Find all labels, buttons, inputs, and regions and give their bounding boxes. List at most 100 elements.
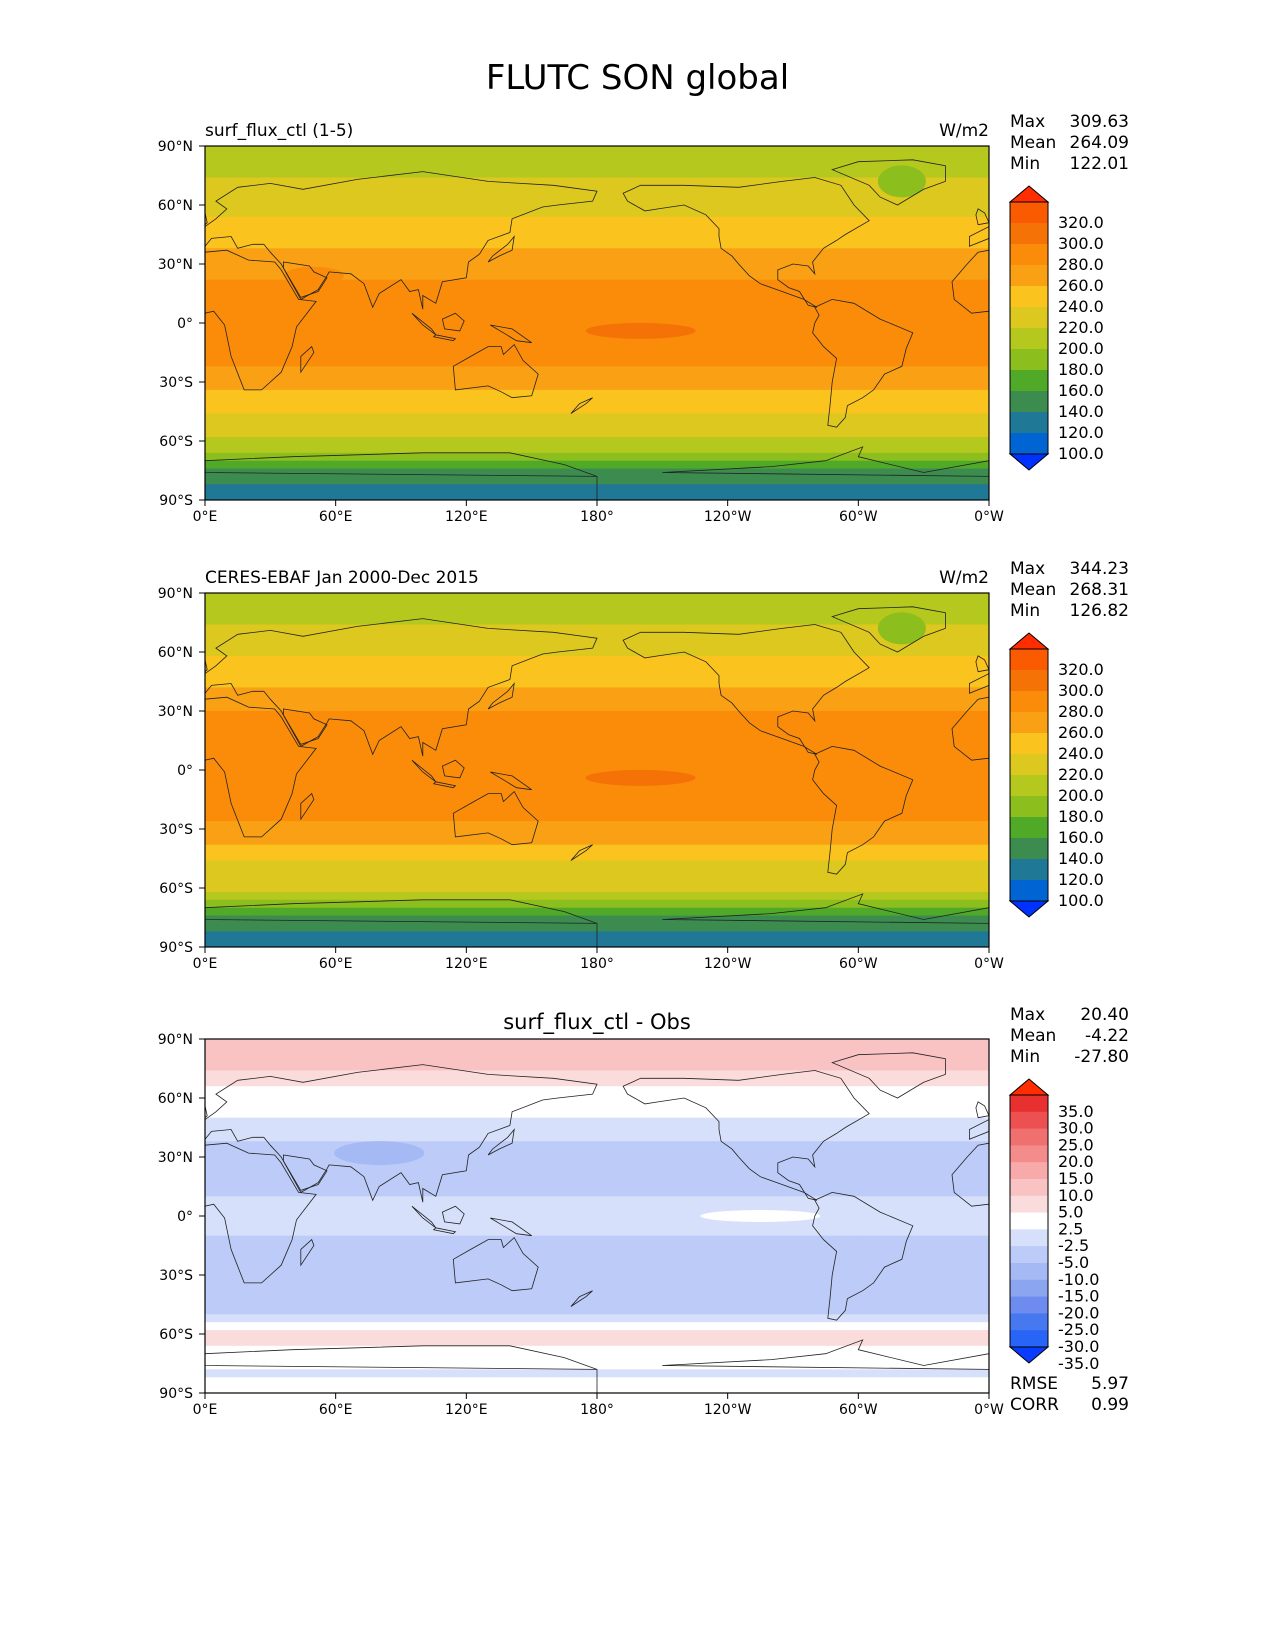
colorbar-label: 140.0 bbox=[1058, 849, 1104, 868]
coastlines-2 bbox=[205, 1052, 989, 1393]
stat-label-corr: CORR bbox=[1010, 1395, 1059, 1415]
field-band bbox=[205, 389, 989, 399]
x-tick-label: 120°W bbox=[704, 956, 752, 972]
land-outline-6 bbox=[452, 790, 539, 846]
colorbar-segment bbox=[1010, 286, 1048, 308]
colorbar-segment bbox=[1010, 244, 1048, 266]
field-band bbox=[205, 1251, 989, 1260]
colorbar-label: 320.0 bbox=[1058, 660, 1104, 679]
y-tick-label: 0° bbox=[177, 763, 193, 779]
land-outline-10 bbox=[490, 324, 532, 344]
land-outline-6 bbox=[452, 1236, 539, 1292]
land-outline-9 bbox=[432, 1227, 457, 1235]
x-tick-label: 120°W bbox=[704, 1402, 752, 1418]
field-band bbox=[205, 1039, 989, 1048]
colorbar-label: 240.0 bbox=[1058, 744, 1104, 763]
colorbar-segment bbox=[1010, 1095, 1048, 1113]
colorbar-segment bbox=[1010, 880, 1048, 902]
field-band bbox=[205, 876, 989, 885]
land-outline-10 bbox=[490, 771, 532, 791]
y-tick-label: 60°N bbox=[158, 1091, 193, 1107]
panel-obs: 0°E 60°E 120°E 180° 120°W 60°W 0°W 90°N 60°N 30°N… bbox=[158, 559, 1129, 972]
stat-value-min: -27.80 bbox=[1074, 1047, 1129, 1067]
stat-label-max: Max bbox=[1010, 1005, 1045, 1025]
field-band bbox=[205, 1070, 989, 1079]
stat-value-mean: 264.09 bbox=[1070, 133, 1129, 153]
x-tick-label: 60°E bbox=[319, 956, 353, 972]
field-1 bbox=[205, 593, 989, 947]
land-outline-7 bbox=[441, 312, 465, 332]
field-band bbox=[205, 726, 989, 736]
field-band bbox=[205, 287, 989, 297]
x-tick-label: 0°W bbox=[974, 956, 1004, 972]
stat-value-mean: 268.31 bbox=[1070, 580, 1129, 600]
colorbar-segment bbox=[1010, 859, 1048, 881]
x-tick-label: 0°E bbox=[193, 956, 218, 972]
colorbar-segment bbox=[1010, 1111, 1048, 1130]
colorbar-label: 280.0 bbox=[1058, 255, 1104, 274]
field-band bbox=[205, 1101, 989, 1111]
field-band bbox=[205, 1204, 989, 1213]
panel-center-title: surf_flux_ctl - Obs bbox=[503, 1010, 691, 1035]
field-band bbox=[205, 201, 989, 210]
stat-value-rmse: 5.97 bbox=[1091, 1374, 1129, 1394]
stat-value-max: 344.23 bbox=[1070, 559, 1129, 579]
colorbar-label: 2.5 bbox=[1058, 1219, 1083, 1238]
field-band bbox=[205, 421, 989, 430]
field-band bbox=[205, 742, 989, 751]
land-outline-2 bbox=[283, 261, 328, 298]
field-band bbox=[205, 208, 989, 218]
field-band bbox=[205, 468, 989, 477]
colorbar-segment bbox=[1010, 370, 1048, 392]
colorbar-segment bbox=[1010, 1145, 1048, 1163]
field-band bbox=[205, 295, 989, 304]
field-band bbox=[205, 1306, 989, 1315]
colorbar-label: -10.0 bbox=[1058, 1270, 1099, 1289]
colorbar-extend-max bbox=[1008, 1078, 1050, 1096]
colorbar-label: -15.0 bbox=[1058, 1287, 1099, 1306]
x-tick-label: 0°W bbox=[974, 1402, 1004, 1418]
x-tick-label: 120°E bbox=[445, 956, 488, 972]
field-band bbox=[205, 358, 989, 367]
field-band bbox=[205, 1109, 989, 1119]
land-outline-0-b bbox=[205, 249, 317, 391]
stat-value-max: 309.63 bbox=[1070, 112, 1129, 132]
colorbar-segment bbox=[1010, 1246, 1048, 1264]
field-band bbox=[205, 271, 989, 281]
field-band bbox=[205, 1086, 989, 1095]
warm-pool-feature bbox=[585, 322, 696, 339]
colorbar-frame bbox=[1009, 1094, 1049, 1348]
colorbar-label: 200.0 bbox=[1058, 786, 1104, 805]
field-band bbox=[205, 600, 989, 610]
field-band bbox=[205, 1267, 989, 1276]
field-band bbox=[205, 616, 989, 626]
x-tick-label: 120°E bbox=[445, 509, 488, 525]
field-band bbox=[205, 256, 989, 265]
field-band bbox=[205, 1290, 989, 1300]
panel-left-title: CERES-EBAF Jan 2000-Dec 2015 bbox=[205, 568, 479, 588]
sahara-feature bbox=[283, 266, 344, 285]
warm-pool-feature bbox=[585, 769, 696, 786]
colorbar-label: 160.0 bbox=[1058, 828, 1104, 847]
land-outline-5 bbox=[812, 298, 914, 428]
field-band bbox=[205, 663, 989, 673]
land-outline-14 bbox=[570, 397, 593, 414]
colorbar-segment bbox=[1010, 1195, 1048, 1214]
field-band bbox=[205, 240, 989, 249]
colorbar-segment bbox=[1010, 433, 1048, 455]
land-outline-12-a bbox=[975, 655, 989, 673]
y-tick-label: 60°S bbox=[159, 434, 193, 450]
x-tick-label: 60°W bbox=[839, 1402, 878, 1418]
field-band bbox=[205, 161, 989, 171]
colorbar-label: 20.0 bbox=[1058, 1152, 1094, 1171]
y-tick-label: 90°N bbox=[158, 139, 193, 155]
land-outline-13 bbox=[300, 792, 315, 821]
colorbar-label: 300.0 bbox=[1058, 681, 1104, 700]
field-band bbox=[205, 1322, 989, 1331]
field-band bbox=[205, 350, 989, 359]
land-outline-3 bbox=[622, 177, 870, 308]
sahara-feature bbox=[283, 713, 344, 732]
field-band bbox=[205, 177, 989, 186]
colorbar-label: 100.0 bbox=[1058, 444, 1104, 463]
colorbar-label: 220.0 bbox=[1058, 318, 1104, 337]
